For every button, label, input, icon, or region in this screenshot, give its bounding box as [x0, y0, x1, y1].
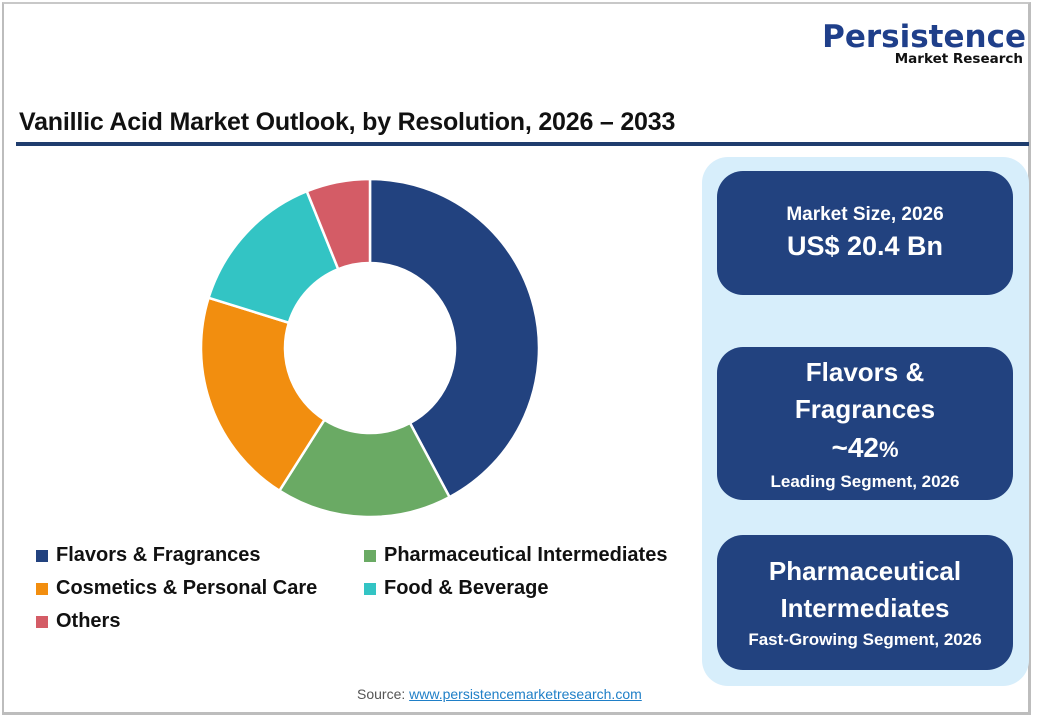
legend-label: Others	[56, 610, 121, 632]
leading-segment-caption: Leading Segment, 2026	[770, 471, 960, 491]
legend-swatch-icon	[36, 549, 48, 562]
source-label: Source:	[357, 686, 410, 702]
title-divider	[16, 142, 1029, 146]
legend-label: Cosmetics & Personal Care	[56, 577, 318, 599]
leading-segment-share: ~42%	[831, 428, 898, 470]
source-note: Source: www.persistencemarketresearch.co…	[357, 686, 642, 702]
legend-item: Others	[36, 610, 120, 633]
legend-swatch-icon	[36, 582, 48, 595]
legend-label: Pharmaceutical Intermediates	[384, 544, 668, 566]
logo: Persistence Market Research	[814, 20, 1026, 66]
logo-name: Persistence	[822, 19, 1026, 55]
page-title: Vanillic Acid Market Outlook, by Resolut…	[19, 108, 676, 136]
fastest-segment-card: Pharmaceutical Intermediates Fast-Growin…	[717, 535, 1013, 670]
leading-segment-card: Flavors & Fragrances ~42% Leading Segmen…	[717, 347, 1013, 500]
legend-label: Food & Beverage	[384, 577, 549, 599]
market-size-card: Market Size, 2026 US$ 20.4 Bn	[717, 171, 1013, 295]
donut-slice-others	[305, 177, 372, 271]
legend-swatch-icon	[364, 582, 376, 595]
legend-label: Flavors & Fragrances	[56, 544, 261, 566]
market-size-label: Market Size, 2026	[786, 204, 944, 225]
leading-segment-name-line2: Fragrances	[794, 393, 936, 424]
donut-slice-pharmaceutical-intermediates	[277, 418, 452, 519]
market-size-value: US$ 20.4 Bn	[786, 231, 944, 261]
fastest-segment-name-line2: Intermediates	[780, 592, 950, 623]
donut-slice-flavors-fragrances	[368, 177, 541, 499]
legend-swatch-icon	[36, 615, 48, 628]
donut-slice-cosmetics-personal-care	[199, 296, 327, 493]
legend-item: Flavors & Fragrances	[36, 544, 261, 567]
legend-item: Cosmetics & Personal Care	[36, 577, 317, 600]
logo-subtitle: Market Research	[894, 51, 1023, 67]
fastest-segment-caption: Fast-Growing Segment, 2026	[748, 629, 982, 649]
fastest-segment-name-line1: Pharmaceutical	[768, 555, 962, 586]
donut-chart	[199, 177, 541, 519]
legend-item: Food & Beverage	[364, 577, 548, 600]
legend-item: Pharmaceutical Intermediates	[364, 544, 667, 567]
legend-swatch-icon	[364, 549, 376, 562]
leading-share-percent: %	[878, 436, 899, 462]
source-link[interactable]: www.persistencemarketresearch.com	[409, 686, 642, 702]
leading-segment-name-line1: Flavors &	[805, 356, 925, 387]
leading-share-number: ~42	[831, 431, 879, 463]
